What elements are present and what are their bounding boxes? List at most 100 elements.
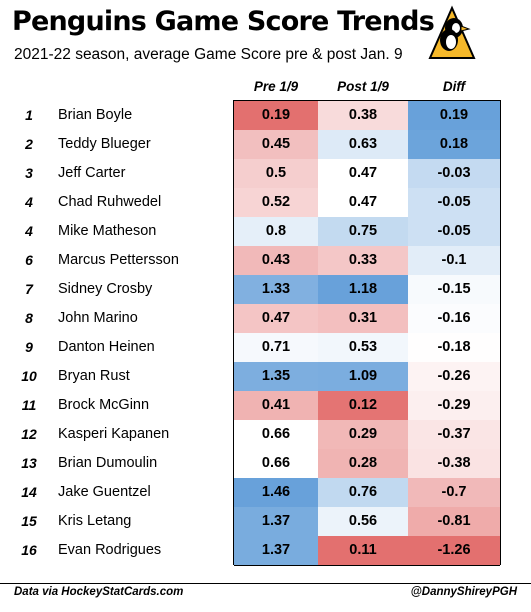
player-name: Evan Rodrigues bbox=[58, 542, 162, 558]
pre-value-cell: 0.71 bbox=[234, 333, 318, 362]
player-name: Danton Heinen bbox=[58, 339, 155, 355]
table-row: 13 Brian Dumoulin 0.66 0.28 -0.38 bbox=[0, 449, 531, 478]
rank-label: 10 bbox=[21, 368, 37, 384]
table-row: 4 Mike Matheson 0.8 0.75 -0.05 bbox=[0, 217, 531, 246]
table-row: 6 Marcus Pettersson 0.43 0.33 -0.1 bbox=[0, 246, 531, 275]
rank-label: 4 bbox=[25, 223, 33, 239]
pre-column-header: Pre 1/9 bbox=[253, 79, 299, 94]
diff-value-cell: -0.26 bbox=[408, 362, 500, 391]
rank-label: 11 bbox=[21, 397, 37, 413]
table-row: 11 Brock McGinn 0.41 0.12 -0.29 bbox=[0, 391, 531, 420]
post-value-cell: 0.33 bbox=[318, 246, 408, 275]
post-value-cell: 0.47 bbox=[318, 159, 408, 188]
rank-label: 13 bbox=[21, 455, 37, 471]
diff-column-header: Diff bbox=[442, 79, 466, 94]
pre-value-cell: 0.5 bbox=[234, 159, 318, 188]
diff-value-cell: -0.03 bbox=[408, 159, 500, 188]
player-name: Brian Dumoulin bbox=[58, 455, 158, 471]
table-border bbox=[0, 583, 531, 584]
table-border bbox=[233, 100, 234, 565]
diff-value-cell: -0.05 bbox=[408, 188, 500, 217]
pre-value-cell: 0.52 bbox=[234, 188, 318, 217]
table-row: 1 Brian Boyle 0.19 0.38 0.19 bbox=[0, 101, 531, 130]
table-border bbox=[234, 565, 500, 566]
post-value-cell: 1.09 bbox=[318, 362, 408, 391]
post-value-cell: 0.29 bbox=[318, 420, 408, 449]
pre-value-cell: 1.33 bbox=[234, 275, 318, 304]
rank-label: 4 bbox=[25, 194, 33, 210]
table-row: 3 Jeff Carter 0.5 0.47 -0.03 bbox=[0, 159, 531, 188]
rank-label: 6 bbox=[25, 252, 33, 268]
diff-value-cell: -0.1 bbox=[408, 246, 500, 275]
table-row: 10 Bryan Rust 1.35 1.09 -0.26 bbox=[0, 362, 531, 391]
post-column-header: Post 1/9 bbox=[337, 79, 389, 94]
post-value-cell: 0.28 bbox=[318, 449, 408, 478]
diff-value-cell: -0.38 bbox=[408, 449, 500, 478]
table-row: 12 Kasperi Kapanen 0.66 0.29 -0.37 bbox=[0, 420, 531, 449]
pre-value-cell: 1.37 bbox=[234, 507, 318, 536]
player-name: Teddy Blueger bbox=[58, 136, 151, 152]
player-name: Jeff Carter bbox=[58, 165, 126, 181]
table-row: 7 Sidney Crosby 1.33 1.18 -0.15 bbox=[0, 275, 531, 304]
post-value-cell: 0.75 bbox=[318, 217, 408, 246]
player-name: Marcus Pettersson bbox=[58, 252, 179, 268]
post-value-cell: 0.76 bbox=[318, 478, 408, 507]
rank-label: 12 bbox=[21, 426, 37, 442]
post-value-cell: 0.38 bbox=[318, 101, 408, 130]
player-name: Kris Letang bbox=[58, 513, 132, 529]
table-row: 14 Jake Guentzel 1.46 0.76 -0.7 bbox=[0, 478, 531, 507]
player-name: Brian Boyle bbox=[58, 107, 133, 123]
player-name: Brock McGinn bbox=[58, 397, 150, 413]
post-value-cell: 0.53 bbox=[318, 333, 408, 362]
chart-title: Penguins Game Score Trends bbox=[12, 6, 435, 37]
pre-value-cell: 0.19 bbox=[234, 101, 318, 130]
author-handle: @DannyShireyPGH bbox=[410, 586, 517, 598]
rank-label: 2 bbox=[25, 136, 33, 152]
pre-value-cell: 0.45 bbox=[234, 130, 318, 159]
rank-label: 1 bbox=[25, 107, 33, 123]
pre-value-cell: 0.41 bbox=[234, 391, 318, 420]
diff-value-cell: -0.81 bbox=[408, 507, 500, 536]
pre-value-cell: 1.46 bbox=[234, 478, 318, 507]
table-row: 8 John Marino 0.47 0.31 -0.16 bbox=[0, 304, 531, 333]
diff-value-cell: -1.26 bbox=[408, 536, 500, 565]
rank-label: 14 bbox=[21, 484, 37, 500]
diff-value-cell: -0.15 bbox=[408, 275, 500, 304]
diff-value-cell: -0.37 bbox=[408, 420, 500, 449]
post-value-cell: 0.11 bbox=[318, 536, 408, 565]
table-row: 15 Kris Letang 1.37 0.56 -0.81 bbox=[0, 507, 531, 536]
diff-value-cell: 0.18 bbox=[408, 130, 500, 159]
rank-label: 3 bbox=[25, 165, 33, 181]
rank-label: 7 bbox=[25, 281, 33, 297]
penguins-logo-icon bbox=[428, 5, 476, 59]
player-name: Bryan Rust bbox=[58, 368, 130, 384]
rank-label: 15 bbox=[21, 513, 37, 529]
pre-value-cell: 0.43 bbox=[234, 246, 318, 275]
diff-value-cell: -0.18 bbox=[408, 333, 500, 362]
pre-value-cell: 0.47 bbox=[234, 304, 318, 333]
diff-value-cell: -0.29 bbox=[408, 391, 500, 420]
table-row: 9 Danton Heinen 0.71 0.53 -0.18 bbox=[0, 333, 531, 362]
player-name: Kasperi Kapanen bbox=[58, 426, 170, 442]
pre-value-cell: 0.66 bbox=[234, 420, 318, 449]
rank-label: 16 bbox=[21, 542, 37, 558]
diff-value-cell: 0.19 bbox=[408, 101, 500, 130]
post-value-cell: 0.31 bbox=[318, 304, 408, 333]
diff-value-cell: -0.05 bbox=[408, 217, 500, 246]
source-footer: Data via HockeyStatCards.com bbox=[14, 586, 184, 598]
player-name: Sidney Crosby bbox=[58, 281, 153, 297]
player-name: Chad Ruhwedel bbox=[58, 194, 162, 210]
player-name: Jake Guentzel bbox=[58, 484, 151, 500]
player-name: Mike Matheson bbox=[58, 223, 157, 239]
pre-value-cell: 0.8 bbox=[234, 217, 318, 246]
pre-value-cell: 1.35 bbox=[234, 362, 318, 391]
post-value-cell: 0.56 bbox=[318, 507, 408, 536]
diff-value-cell: -0.16 bbox=[408, 304, 500, 333]
diff-value-cell: -0.7 bbox=[408, 478, 500, 507]
rank-label: 8 bbox=[25, 310, 33, 326]
table-border bbox=[234, 100, 500, 101]
table-row: 4 Chad Ruhwedel 0.52 0.47 -0.05 bbox=[0, 188, 531, 217]
player-name: John Marino bbox=[58, 310, 138, 326]
table-row: 16 Evan Rodrigues 1.37 0.11 -1.26 bbox=[0, 536, 531, 565]
post-value-cell: 0.63 bbox=[318, 130, 408, 159]
